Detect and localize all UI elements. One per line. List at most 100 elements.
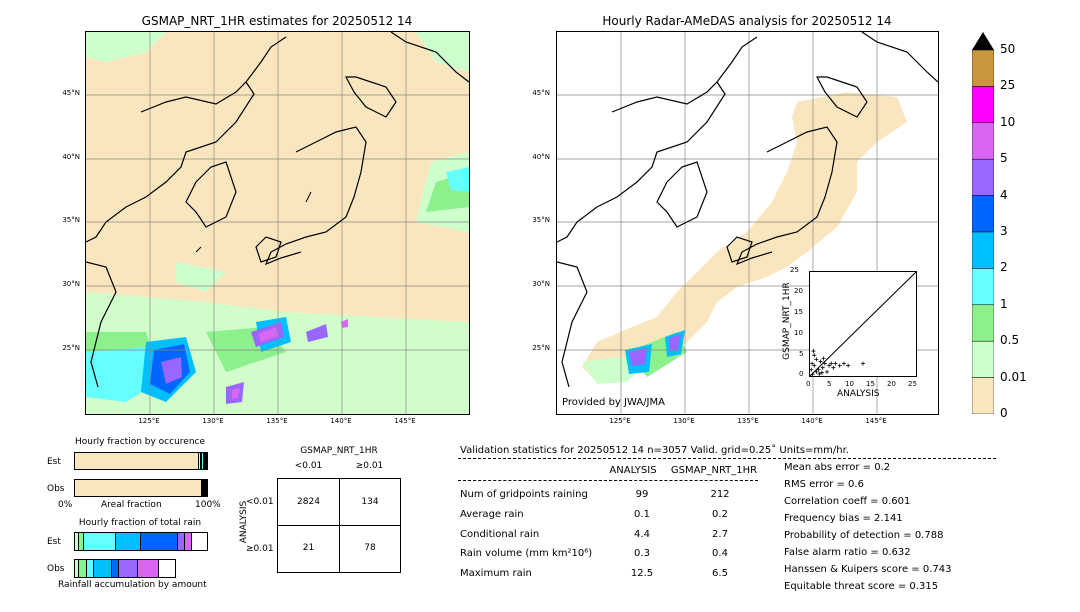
stat-g-2: 2.7 [712,529,728,540]
occurrence-obs-segment-1 [201,480,203,496]
score-2: Correlation coeff = 0.601 [784,496,911,507]
occurrence-obs-label: Obs [47,484,65,494]
right-lon-125: 125°E [609,417,631,425]
right-lat-30: 30°N [532,280,550,288]
colorbar-label-8: 0.5 [1000,333,1020,348]
colorbar-label-5: 3 [1000,224,1008,238]
right-lat-40: 40°N [532,153,550,161]
stat-g-1: 0.2 [712,509,728,520]
stat-a-4: 12.5 [630,568,654,579]
stat-g-0: 212 [710,489,730,500]
colorbar-label-4: 4 [1000,187,1008,202]
scatter-x-tick-10: 10 [845,380,854,388]
scatter-point-6 [822,361,827,366]
colorbar-label-1: 25 [1000,78,1016,93]
colorbar-segment-8 [971,340,995,378]
occurrence-obs-segment-6 [206,480,207,496]
total-rain-est-segment-0 [75,533,79,550]
score-7: Equitable threat score = 0.315 [784,581,939,592]
total-rain-est-segment-3 [115,533,141,550]
validation-header: Validation statistics for 20250512 14 n=… [460,445,849,456]
colorbar-segment-3 [971,158,995,196]
occurrence-est-segment-0 [75,453,200,469]
stat-a-0: 99 [635,489,649,500]
contingency-col-lt: <0.01 [294,461,323,471]
contingency-cell-11: 78 [364,543,376,553]
colorbar-label-0: 50 [1000,42,1016,56]
total-rain-obs-segment-0 [75,560,79,577]
occurrence-est-segment-4 [203,453,205,469]
total-rain-obs-bar [74,559,176,578]
colorbar-label-2: 10 [1000,114,1016,129]
total-rain-est-label: Est [47,537,61,547]
total-rain-obs-segment-3 [94,560,112,577]
occurrence-est-segment-1 [199,453,202,469]
right-lon-130: 130°E [673,417,695,425]
scatter-point-18 [814,369,819,374]
contingency-cell-10: 21 [302,543,315,553]
colorbar-overflow-arrow [972,32,994,50]
scatter-point-20 [809,367,814,372]
scatter-x-tick-0: 0 [806,380,811,388]
right-map-title: Hourly Radar-AMeDAS analysis for 2025051… [602,14,892,28]
colorbar-label-3: 5 [1000,151,1008,166]
total-rain-est-bar [74,532,208,551]
left-lat-45: 45°N [62,89,80,97]
occurrence-obs-bar [74,479,208,497]
left-lat-30: 30°N [62,280,80,288]
total-rain-obs-segment-1 [79,560,87,577]
scatter-point-9 [829,361,834,366]
total-rain-obs-segment-5 [119,560,138,577]
scatter-point-11 [833,361,838,366]
total-rain-est-segment-6 [184,533,193,550]
occurrence-tick-100: 100% [195,500,221,510]
left-map-canvas [86,32,469,414]
validation-col-analysis: ANALYSIS [609,465,657,476]
scatter-point-8 [827,363,832,368]
total-rain-obs-segment-2 [87,560,94,577]
data-credit: Provided by JWA/JMA [562,397,665,408]
scatter-y-tick-10: 10 [794,329,803,337]
right-lat-45: 45°N [532,89,550,97]
colorbar-segment-9 [971,377,995,415]
left-lon-135: 135°E [266,417,288,425]
contingency-row-lt: <0.01 [246,497,274,507]
occurrence-est-bar [74,452,208,470]
scatter-point-14 [846,363,851,368]
score-1: RMS error = 0.6 [784,479,864,490]
total-rain-xlabel: Rainfall accumulation by amount [58,580,207,590]
contingency-cell-01: 134 [361,497,379,507]
contingency-grid: 2824 134 21 78 [277,478,401,573]
total-rain-obs-label: Obs [47,564,65,574]
score-0: Mean abs error = 0.2 [784,462,891,473]
scatter-point-7 [824,369,829,374]
scatter-point-5 [820,365,825,370]
colorbar-segment-5 [971,231,995,269]
score-6: Hanssen & Kuipers score = 0.743 [784,564,952,575]
scatter-reference-line [809,271,917,377]
scatter-y-tick-15: 15 [794,308,803,316]
left-lat-35: 35°N [62,216,80,224]
scatter-point-0 [810,361,815,366]
stat-label-0: Num of gridpoints raining [460,489,588,500]
colorbar [971,32,995,415]
stat-label-4: Maximum rain [460,568,532,579]
colorbar-segment-7 [971,304,995,342]
left-lon-145: 145°E [394,417,416,425]
right-lat-25: 25°N [532,344,550,352]
right-lon-135: 135°E [737,417,759,425]
colorbar-segment-2 [971,122,995,160]
occurrence-est-segment-5 [205,453,207,469]
total-rain-est-segment-1 [78,533,85,550]
total-rain-est-segment-4 [141,533,178,550]
score-5: False alarm ratio = 0.632 [784,547,911,558]
left-lat-40: 40°N [62,153,80,161]
total-rain-obs-segment-6 [138,560,159,577]
scatter-point-15 [861,361,865,366]
scatter-y-tick-20: 20 [794,287,803,295]
scatter-point-19 [817,371,822,376]
scatter-y-tick-25: 25 [790,266,799,274]
occurrence-obs-segment-2 [202,480,204,496]
right-map-canvas [557,32,938,414]
occurrence-obs-segment-4 [204,480,206,496]
